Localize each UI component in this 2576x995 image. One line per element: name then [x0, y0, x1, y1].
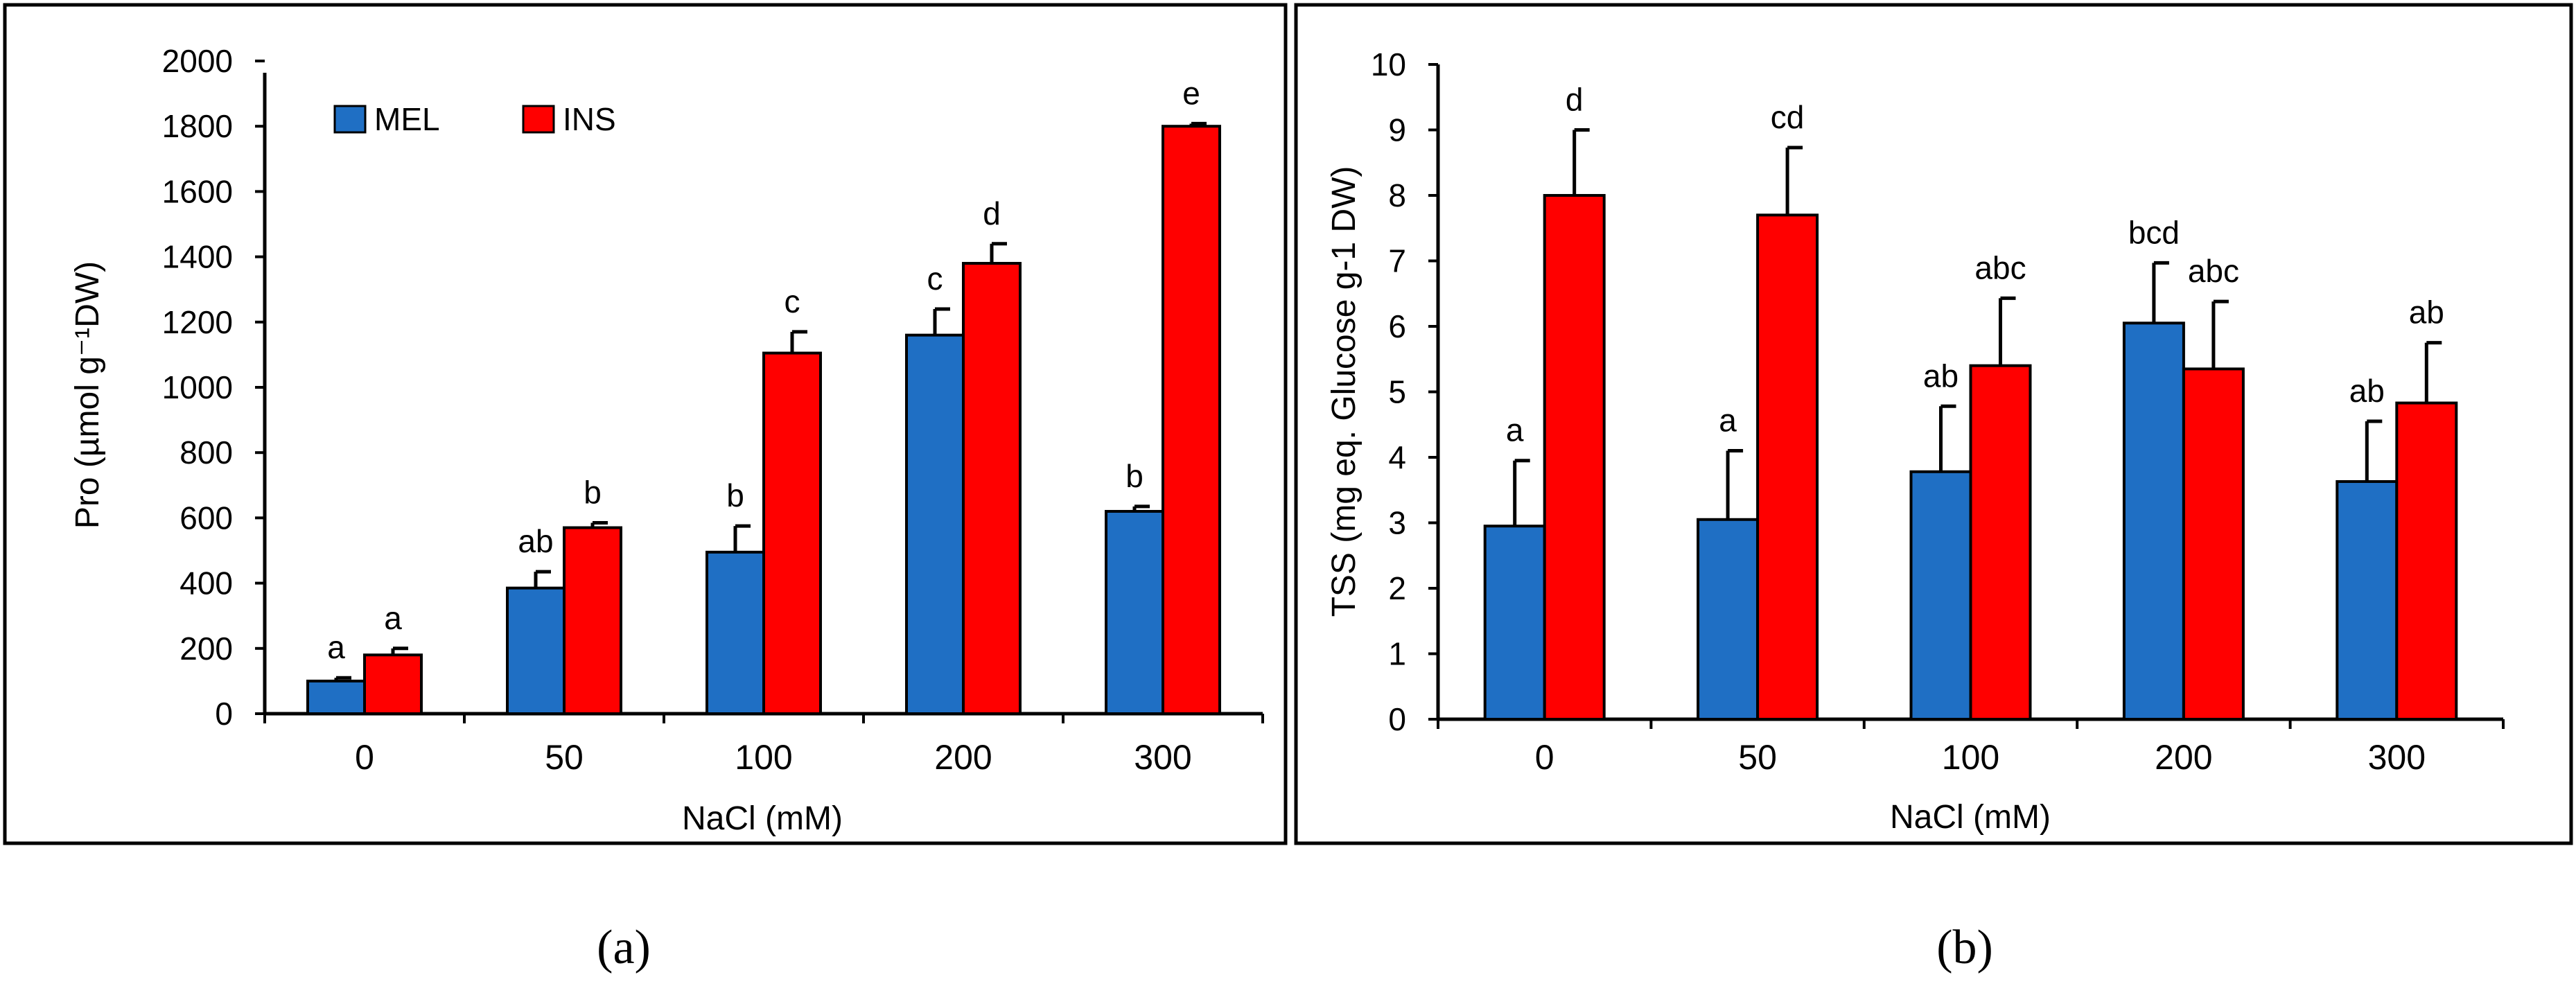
panel-a-bar-ins	[1162, 125, 1221, 715]
panel-a-ytick-label: 400	[179, 565, 233, 601]
panel-a-bar-mel	[306, 679, 366, 716]
panel-a-ytick-label: 1600	[162, 173, 233, 209]
legend-label-ins: INS	[563, 101, 616, 137]
panel-b-ytick-label: 1	[1388, 636, 1406, 672]
panel-b-xtick-label: 200	[2155, 738, 2212, 777]
panel-b-significance-label: ab	[1923, 358, 1959, 394]
panel-a-significance-label: e	[1182, 75, 1200, 111]
panel-b-significance-label: bcd	[2128, 214, 2180, 250]
panel-b-significance-label: cd	[1771, 99, 1805, 135]
panel-a-x-ticks: 0 50 100 200 300	[263, 714, 1264, 777]
panel-b-significance-label: ab	[2409, 294, 2444, 331]
panel-b-ytick-label: 5	[1388, 374, 1406, 410]
panel-b-ytick-label: 7	[1388, 243, 1406, 279]
panel-a-significance-label: ab	[518, 523, 553, 559]
panel-a-significance-label: a	[384, 600, 402, 636]
legend-label-mel: MEL	[374, 101, 440, 137]
panel-b-bar-mel	[1697, 518, 1760, 721]
panel-b-ytick-label: 9	[1388, 112, 1406, 148]
panel-a-ytick-label: 600	[179, 500, 233, 536]
panel-a: 0 200 400 600 800 1000 1200 1400 1600 1800 2000 0 5…	[3, 3, 1288, 845]
panel-b-ytick-label: 4	[1388, 439, 1406, 475]
panel-a-ytick-label: 0	[215, 696, 233, 732]
panel-a-xtick-label: 200	[934, 738, 992, 777]
panel-a-ytick-label: 1800	[162, 108, 233, 144]
panel-a-y-ticks: 0 200 400 600 800 1000 1200 1400 1600 1800 2000	[162, 43, 265, 732]
panel-a-bar-mel	[1105, 509, 1164, 715]
panel-b-bar-ins	[2395, 401, 2458, 721]
panel-a-bar-ins	[962, 262, 1022, 715]
panel-b-bar-ins	[1969, 364, 2032, 721]
panel-a-xtick-label: 100	[735, 738, 792, 777]
panel-b-ytick-label: 8	[1388, 177, 1406, 213]
panel-b-xtick-label: 100	[1942, 738, 1999, 777]
panel-a-ytick-label: 1000	[162, 369, 233, 405]
panel-a-xtick-label: 300	[1134, 738, 1191, 777]
panel-a-significance-label: d	[983, 195, 1001, 231]
panel-b-bar-mel	[2336, 479, 2399, 721]
panel-a-caption: (a)	[597, 921, 651, 974]
panel-a-y-axis-title: Pro (µmol g⁻¹DW)	[69, 261, 106, 529]
legend-swatch-mel	[333, 105, 367, 134]
panel-a-legend: MEL INS	[333, 101, 616, 137]
panel-a-bar-mel	[706, 550, 765, 715]
panel-a-significance-label: a	[327, 629, 345, 665]
panel-a-ytick-label: 200	[179, 631, 233, 667]
panel-b-ytick-label: 2	[1388, 570, 1406, 606]
panel-b-significance-label: ab	[2349, 373, 2385, 409]
panel-b-significance-label: a	[1719, 403, 1737, 439]
panel-b-caption: (b)	[1936, 921, 1993, 974]
panel-a-ytick-label: 800	[179, 434, 233, 470]
panel-b-xtick-label: 0	[1535, 738, 1554, 777]
panel-a-significance-label: b	[584, 474, 602, 510]
panel-b-x-ticks: 0 50 100 200 300	[1437, 719, 2505, 777]
panel-b-x-axis-title: NaCl (mM)	[1890, 799, 2051, 836]
legend-swatch-ins	[522, 105, 555, 134]
panel-b-bar-mel	[2122, 322, 2185, 721]
panel-b-bar-mel	[1483, 525, 1546, 721]
panel-b-y-ticks: 0 1 2 3 4 5 6 7 8 9 10	[1371, 46, 1438, 737]
panel-b-ytick-label: 3	[1388, 505, 1406, 541]
panel-b-significance-label: a	[1506, 412, 1524, 448]
panel-a-xtick-label: 50	[545, 738, 584, 777]
panel-b-significance-label: abc	[2188, 253, 2239, 289]
panel-a-ytick-label: 1400	[162, 239, 233, 275]
panel-b-ytick-label: 6	[1388, 308, 1406, 344]
panel-b-bar-mel	[1909, 470, 1972, 721]
panel-a-ytick-label: 2000	[162, 43, 233, 79]
panel-a-bar-mel	[905, 333, 965, 715]
panel-b-ytick-label: 0	[1388, 701, 1406, 737]
panel-a-bar-ins	[363, 653, 423, 715]
panel-a-significance-label: c	[785, 283, 800, 319]
panel-a-bar-mel	[506, 586, 566, 715]
panel-a-frame	[3, 3, 1288, 845]
panel-b-ytick-label: 10	[1371, 46, 1406, 82]
panel-a-xtick-label: 0	[355, 738, 374, 777]
panel-a-bar-ins	[762, 351, 822, 716]
panel-b-significance-label: abc	[1974, 249, 2026, 285]
panel-b-bar-ins	[2182, 367, 2245, 721]
panel-a-significance-label: b	[726, 477, 744, 513]
panel-b-significance-label: d	[1566, 82, 1584, 118]
panel-b-bar-ins	[1543, 194, 1606, 721]
panel-a-x-axis-title: NaCl (mM)	[682, 800, 843, 837]
panel-b-y-axis-title: TSS (mg eq. Glucose g-1 DW)	[1326, 166, 1363, 617]
panel-a-bar-ins	[563, 526, 622, 716]
panel-a-significance-label: b	[1125, 458, 1144, 494]
panel-b-bar-ins	[1756, 213, 1819, 721]
panel-b-xtick-label: 50	[1738, 738, 1777, 777]
panel-a-significance-label: c	[927, 261, 943, 297]
panel-b-xtick-label: 300	[2368, 738, 2426, 777]
panel-a-ytick-label: 1200	[162, 304, 233, 340]
